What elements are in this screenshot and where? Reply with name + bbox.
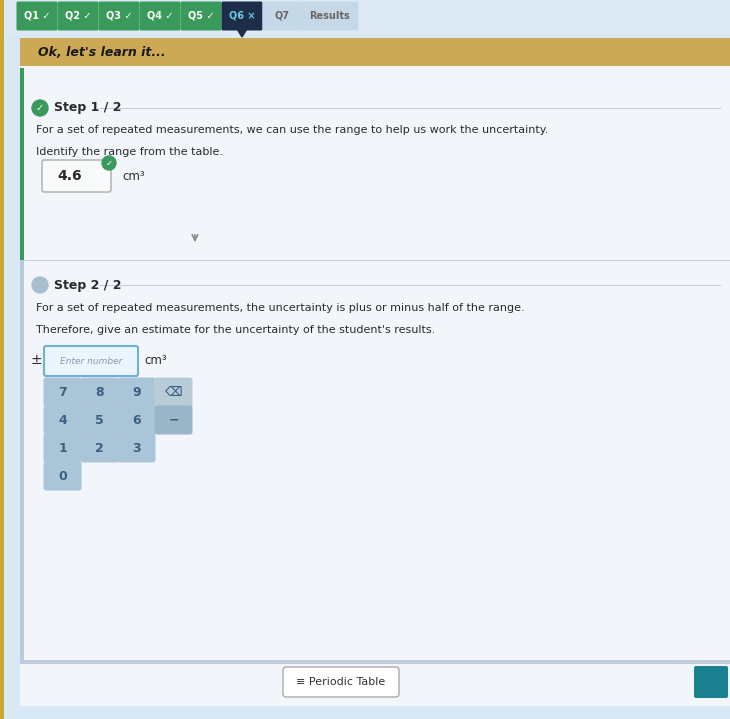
FancyBboxPatch shape [694,666,728,698]
FancyBboxPatch shape [20,38,730,66]
Text: For a set of repeated measurements, the uncertainty is plus or minus half of the: For a set of repeated measurements, the … [36,303,525,313]
Text: Results: Results [310,11,350,21]
FancyBboxPatch shape [80,377,118,406]
Text: −: − [168,413,179,426]
Text: Step 2 / 2: Step 2 / 2 [54,278,121,291]
FancyBboxPatch shape [118,377,155,406]
FancyBboxPatch shape [221,1,263,30]
FancyBboxPatch shape [44,346,138,376]
Text: Q2 ✓: Q2 ✓ [65,11,91,21]
FancyBboxPatch shape [118,434,155,462]
Text: Ok, let's learn it...: Ok, let's learn it... [38,45,166,58]
FancyBboxPatch shape [4,0,730,35]
FancyBboxPatch shape [20,66,730,706]
FancyBboxPatch shape [118,406,155,434]
Text: ±: ± [30,353,42,367]
Text: 5: 5 [95,413,104,426]
FancyBboxPatch shape [20,660,730,664]
FancyBboxPatch shape [44,434,82,462]
Text: Q5 ✓: Q5 ✓ [188,11,214,21]
FancyBboxPatch shape [80,434,118,462]
Text: ✓: ✓ [106,158,112,168]
Text: Q6 ×: Q6 × [228,11,256,21]
FancyBboxPatch shape [99,1,139,30]
Text: Step 1 / 2: Step 1 / 2 [54,101,121,114]
FancyBboxPatch shape [20,260,24,660]
Text: cm³: cm³ [122,170,145,183]
Text: 4.6: 4.6 [58,169,82,183]
Text: ≡ Periodic Table: ≡ Periodic Table [296,677,385,687]
Text: 6: 6 [132,413,141,426]
FancyBboxPatch shape [44,406,82,434]
Text: 1: 1 [58,441,67,454]
Text: For a set of repeated measurements, we can use the range to help us work the unc: For a set of repeated measurements, we c… [36,125,548,135]
Text: 4: 4 [58,413,67,426]
FancyBboxPatch shape [44,462,82,490]
FancyBboxPatch shape [20,68,24,288]
Circle shape [102,156,116,170]
Text: Q4 ✓: Q4 ✓ [147,11,173,21]
Text: Enter number: Enter number [60,357,122,365]
Polygon shape [237,29,247,37]
FancyBboxPatch shape [301,1,358,30]
Text: Q1 ✓: Q1 ✓ [24,11,50,21]
FancyBboxPatch shape [263,1,301,30]
Text: 3: 3 [132,441,141,454]
Circle shape [32,100,48,116]
FancyBboxPatch shape [180,1,221,30]
Text: Q7: Q7 [274,11,290,21]
Text: ✓: ✓ [36,103,44,113]
Text: Therefore, give an estimate for the uncertainty of the student's results.: Therefore, give an estimate for the unce… [36,325,435,335]
Text: Q3 ✓: Q3 ✓ [106,11,132,21]
FancyBboxPatch shape [80,406,118,434]
FancyBboxPatch shape [283,667,399,697]
FancyBboxPatch shape [42,160,111,192]
FancyBboxPatch shape [17,1,58,30]
FancyBboxPatch shape [44,377,82,406]
Text: 2: 2 [95,441,104,454]
Text: Identify the range from the table.: Identify the range from the table. [36,147,223,157]
Text: 8: 8 [95,385,104,398]
Circle shape [32,277,48,293]
FancyBboxPatch shape [0,0,4,719]
Text: 9: 9 [132,385,141,398]
Text: 0: 0 [58,470,67,482]
FancyBboxPatch shape [139,1,180,30]
FancyBboxPatch shape [155,406,193,434]
Text: cm³: cm³ [144,354,166,367]
FancyBboxPatch shape [155,377,193,406]
FancyBboxPatch shape [58,1,99,30]
Text: ⌫: ⌫ [165,385,182,398]
Text: 7: 7 [58,385,67,398]
